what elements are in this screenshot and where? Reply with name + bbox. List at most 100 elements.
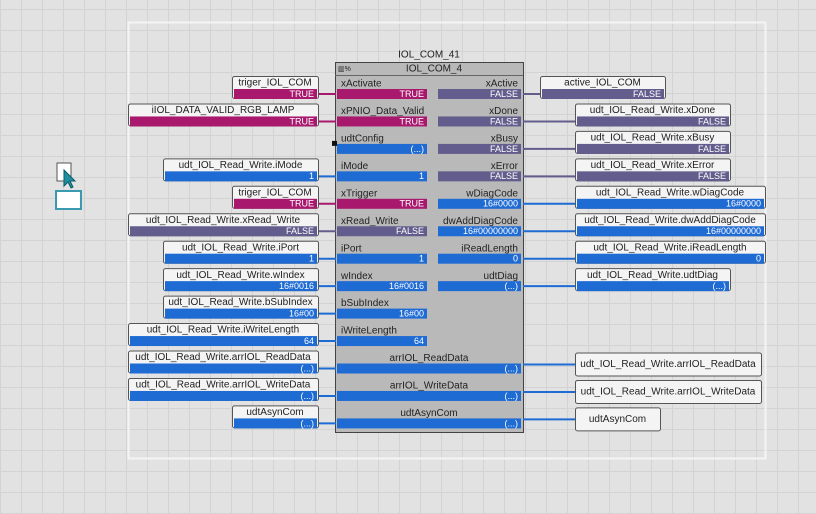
pin-value: (...) — [505, 363, 519, 373]
connector — [332, 140, 337, 146]
variable-name: triger_IOL_COM — [238, 78, 311, 89]
pin-value-bar — [337, 363, 521, 374]
variable-value-bar — [130, 226, 317, 237]
variable-value-bar — [577, 198, 764, 209]
pin-value-bar — [337, 418, 521, 429]
variable-value-bar — [577, 171, 729, 182]
variable-name: udt_IOL_Read_Write.xDone — [590, 105, 716, 116]
variable-value-bar — [130, 116, 317, 127]
pin-label: xError — [491, 161, 519, 172]
pin-value: FALSE — [490, 171, 518, 181]
pin-label: udtDiag — [484, 271, 518, 282]
variable-box — [575, 379, 762, 404]
pin-value-bar — [438, 143, 521, 154]
box-icon[interactable] — [55, 190, 82, 210]
variable-value-bar — [542, 89, 664, 99]
pin-value-bar — [337, 308, 427, 319]
pin-label: udtAsynCom — [400, 408, 457, 419]
pin-value-bar — [438, 198, 521, 209]
variable-name: udt_IOL_Read_Write.iReadLength — [593, 242, 746, 253]
pin-label: wDiagCode — [465, 188, 518, 199]
pin-value: 16#00000000 — [463, 226, 518, 236]
variable-name: udt_IOL_Read_Write.wDiagCode — [596, 187, 745, 198]
variable-value: (...) — [301, 391, 315, 401]
pin-label: udtConfig — [341, 134, 384, 145]
pin-value: (...) — [411, 144, 425, 154]
variable-value-bar — [577, 116, 729, 127]
pin-value-bar — [438, 116, 521, 127]
variable-name: udt_IOL_Read_Write.xBusy — [591, 133, 715, 144]
network-frame — [127, 21, 767, 460]
variable-name: udtAsynCom — [589, 414, 646, 425]
cursor-icon — [63, 168, 77, 189]
variable-box — [575, 407, 661, 432]
variable-name: udt_IOL_Read_Write.iPort — [182, 242, 299, 253]
variable-name: udt_IOL_Read_Write.xError — [591, 160, 715, 171]
pin-label: xActivate — [341, 79, 382, 90]
pin-label: iWriteLength — [341, 326, 397, 337]
pin-value: 64 — [414, 336, 424, 346]
variable-name: udt_IOL_Read_Write.xRead_Write — [146, 215, 301, 226]
pin-value-bar — [438, 253, 521, 264]
variable-value-bar — [234, 418, 317, 429]
pin-value-bar — [438, 226, 521, 237]
pin-value: 16#0000 — [483, 199, 518, 209]
pin-label: xDone — [489, 106, 518, 117]
variable-box — [575, 352, 762, 377]
pin-label: wIndex — [340, 271, 373, 282]
pin-value: TRUE — [400, 199, 425, 209]
variable-value-bar — [165, 171, 317, 182]
pin-label: xPNIO_Data_Valid — [341, 106, 424, 117]
instance-name: IOL_COM_41 — [398, 50, 460, 61]
variable-value: (...) — [713, 281, 727, 291]
variable-value-bar — [130, 390, 317, 401]
variable-name: udt_IOL_Read_Write.arrIOL_WriteData — [581, 387, 756, 398]
pin-label: xActive — [486, 79, 519, 90]
pin-value: TRUE — [400, 89, 425, 99]
variable-value: 16#00 — [289, 308, 314, 318]
pin-label: arrIOL_WriteData — [390, 381, 469, 392]
pin-label: iReadLength — [461, 243, 518, 254]
variable-value-bar — [165, 253, 317, 264]
variable-name: udt_IOL_Read_Write.bSubIndex — [168, 297, 312, 308]
variable-value: FALSE — [633, 89, 661, 99]
pin-value: TRUE — [400, 116, 425, 126]
pin-value-bar — [337, 253, 427, 264]
variable-value: TRUE — [290, 116, 315, 126]
variable-value: FALSE — [698, 116, 726, 126]
pin-value-bar — [438, 281, 521, 292]
variable-name: udt_IOL_Read_Write.iWriteLength — [147, 325, 300, 336]
variable-name: triger_IOL_COM — [238, 187, 311, 198]
pin-value: (...) — [505, 281, 519, 291]
block-type: IOL_COM_4 — [406, 64, 463, 75]
variable-value: 1 — [309, 254, 314, 264]
variable-name: udt_IOL_Read_Write.arrIOL_WriteData — [136, 380, 311, 391]
variable-value-bar — [234, 89, 317, 99]
pin-value-bar — [337, 171, 427, 182]
pin-value: FALSE — [490, 89, 518, 99]
variable-value-bar — [165, 308, 317, 319]
variable-value-bar — [577, 226, 764, 237]
variable-value: FALSE — [286, 226, 314, 236]
pin-value: 16#0016 — [389, 281, 424, 291]
pin-value: FALSE — [490, 116, 518, 126]
variable-value-bar — [577, 253, 764, 264]
variable-name: udt_IOL_Read_Write.dwAddDiagCode — [584, 215, 756, 226]
pin-value-bar — [337, 390, 521, 401]
pin-value: FALSE — [396, 226, 424, 236]
variable-value-bar — [577, 143, 729, 154]
pin-value-bar — [337, 89, 427, 99]
variable-value: FALSE — [698, 144, 726, 154]
variable-value-bar — [130, 363, 317, 374]
variable-value-bar — [165, 281, 317, 292]
variable-name: udt_IOL_Read_Write.wIndex — [176, 270, 304, 281]
pin-label: iPort — [341, 243, 362, 254]
pin-label: xTrigger — [341, 188, 378, 199]
variable-value: 0 — [756, 254, 761, 264]
variable-value: 64 — [304, 336, 314, 346]
variable-name: udt_IOL_Read_Write.arrIOL_ReadData — [580, 359, 756, 370]
block-icon: ▥% — [338, 66, 351, 73]
variable-value-bar — [130, 336, 317, 347]
pin-label: xBusy — [491, 134, 518, 145]
